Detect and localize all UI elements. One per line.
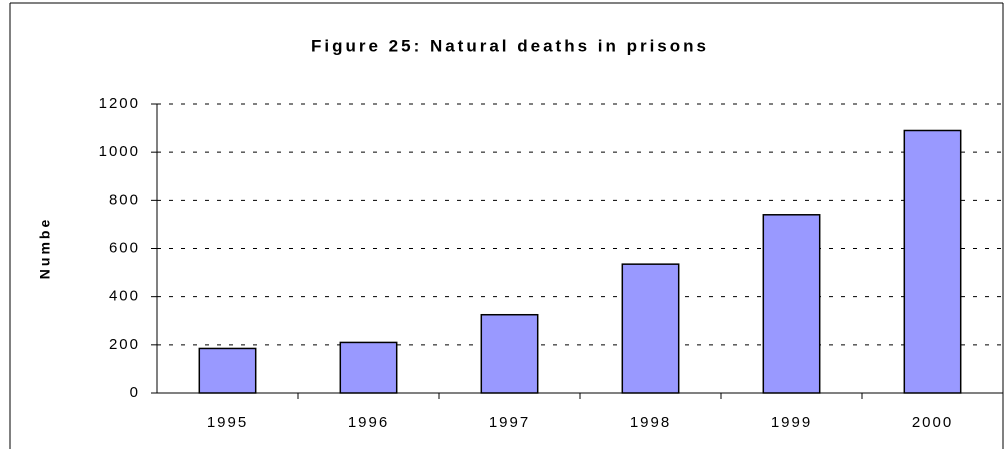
x-tick-label: 1996 <box>348 414 389 431</box>
y-axis-label: Numbe <box>37 217 53 279</box>
y-tick-label: 200 <box>109 336 140 353</box>
bar <box>339 341 398 394</box>
y-tick-label: 1000 <box>99 143 140 160</box>
y-tick-label: 400 <box>109 288 140 305</box>
x-tick-label: 2000 <box>912 414 953 431</box>
x-tick-label: 1997 <box>489 414 530 431</box>
bar <box>198 347 257 394</box>
x-tick-label: 1998 <box>630 414 671 431</box>
y-tick-label: 0 <box>130 384 140 401</box>
bar <box>762 214 821 394</box>
y-tick-label: 800 <box>109 191 140 208</box>
x-tick-label: 1999 <box>771 414 812 431</box>
y-tick-label: 1200 <box>99 95 140 112</box>
x-tick-label: 1995 <box>207 414 248 431</box>
bar <box>621 263 680 394</box>
bar <box>480 313 539 394</box>
chart-title: Figure 25: Natural deaths in prisons <box>311 36 709 55</box>
y-tick-label: 600 <box>109 239 140 256</box>
bar <box>903 129 962 394</box>
